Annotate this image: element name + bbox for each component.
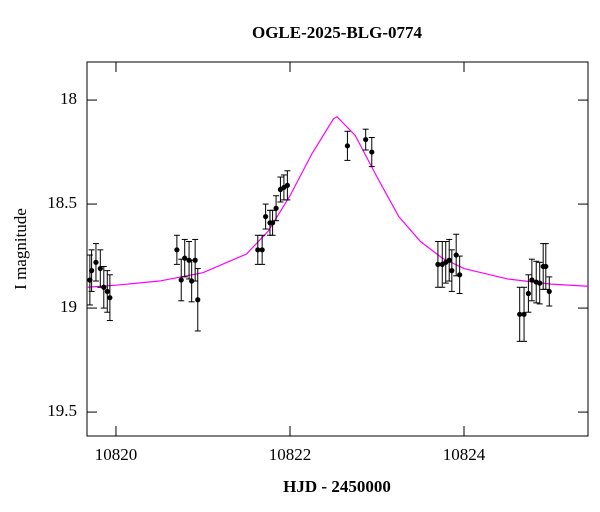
data-point [178,277,184,283]
data-point [255,247,261,253]
data-point [449,268,455,274]
data-point [363,136,369,143]
data-point [101,284,107,290]
data-point [546,288,552,295]
y-tick-label: 19.5 [47,401,77,420]
data-point [192,257,198,263]
x-tick-label: 10822 [269,445,312,464]
model-curve [87,115,588,288]
data-point [104,288,110,295]
data-point [517,311,523,317]
chart-title: OGLE-2025-BLG-0774 [252,23,423,42]
data-point [284,182,290,188]
data-point [189,278,195,284]
y-axis-label: I magnitude [11,208,30,290]
plot-frame [86,61,589,437]
y-tick-label: 19 [60,297,77,316]
data-point [195,297,201,303]
x-tick-label: 10824 [443,445,486,464]
data-point [97,265,103,272]
y-tick-label: 18.5 [47,193,77,212]
data-point [269,220,276,226]
data-point [93,259,99,265]
data-point [182,255,188,261]
data-point [453,252,459,258]
data-point [525,290,531,297]
data-point [273,205,279,211]
data-point [529,277,535,283]
y-tick-label: 18 [60,89,77,108]
data-point [521,311,527,317]
data-point [435,261,441,267]
data-point [543,263,549,270]
data-point [107,295,113,301]
data-point [263,213,269,220]
data-point [259,247,265,253]
data-point [89,268,95,274]
data-point [344,143,351,149]
data-point [537,280,543,286]
data-point [457,272,463,278]
data-point [174,247,180,253]
data-point [369,149,375,155]
data-point [446,257,452,263]
x-axis-label: HJD - 2450000 [283,477,391,496]
x-tick-label: 10820 [95,445,138,464]
